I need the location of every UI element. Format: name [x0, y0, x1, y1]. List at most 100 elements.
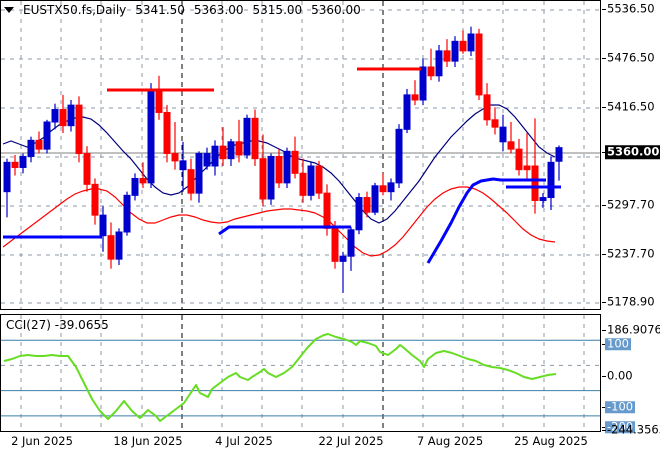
candlestick	[99, 206, 107, 252]
cci-axis-tick	[602, 430, 606, 431]
candlestick	[19, 153, 27, 174]
cci-axis-label: 186.9076	[607, 322, 660, 337]
candlestick	[91, 178, 99, 225]
candle-body	[195, 153, 203, 194]
candlestick	[107, 222, 115, 269]
candle-body	[91, 183, 99, 216]
candle-body	[443, 50, 451, 62]
candlestick	[339, 251, 347, 293]
candlestick	[195, 151, 203, 203]
candle-body	[459, 40, 467, 52]
candlestick	[171, 122, 179, 170]
candle-body	[283, 150, 291, 184]
candlestick	[147, 83, 155, 188]
triangle-down-icon[interactable]	[4, 7, 14, 13]
candle-body	[219, 145, 227, 160]
candle-body	[299, 172, 307, 196]
candlestick	[395, 124, 403, 188]
candle-body	[235, 141, 243, 156]
candle-body	[3, 161, 11, 193]
candlestick	[283, 147, 291, 188]
candlestick	[115, 228, 123, 265]
candlestick	[315, 160, 323, 199]
price-axis-label: 5536.50	[607, 1, 655, 16]
date-axis-label: 22 Jul 2025	[318, 434, 384, 448]
candlestick	[515, 138, 523, 176]
candlestick	[155, 75, 163, 120]
support-trendline-3[interactable]	[426, 177, 546, 264]
candle-body	[371, 185, 379, 213]
candlestick	[443, 39, 451, 67]
candle-body	[411, 94, 419, 101]
cci-indicator-panel[interactable]	[0, 314, 601, 432]
candlestick	[267, 153, 275, 205]
candlestick	[547, 156, 555, 210]
candle-body	[203, 153, 211, 167]
candlestick	[251, 109, 259, 166]
candle-body	[27, 139, 35, 157]
lower-moving-average	[2, 186, 556, 257]
candle-body	[483, 94, 491, 121]
cci-axis-label: -100	[605, 399, 636, 414]
cci-axis-tick	[602, 376, 606, 377]
candlestick	[291, 136, 299, 179]
cci-chart-canvas	[1, 315, 600, 431]
candlestick	[531, 118, 539, 214]
price-axis-tick	[602, 9, 606, 10]
candle-body	[35, 139, 43, 150]
candle-body	[51, 109, 59, 123]
candle-body	[387, 182, 395, 193]
date-axis-label: 4 Jul 2025	[215, 434, 273, 448]
candle-body	[187, 169, 195, 194]
candle-body	[11, 161, 19, 168]
candle-body	[227, 141, 235, 160]
candle-body	[171, 153, 179, 162]
quote-close: 5360.00	[311, 3, 361, 17]
candle-body	[419, 66, 427, 101]
cci-line	[3, 333, 557, 422]
candle-body	[139, 177, 147, 184]
candlestick	[483, 83, 491, 126]
candle-body	[291, 150, 299, 174]
candlestick	[387, 178, 395, 201]
candle-body	[555, 147, 563, 162]
candlestick	[227, 138, 235, 166]
candlestick	[163, 105, 171, 163]
candlestick	[499, 114, 507, 152]
candle-body	[67, 104, 75, 127]
candle-body	[507, 141, 515, 150]
cci-axis-tick	[602, 407, 606, 408]
candlestick	[83, 146, 91, 192]
candlestick	[235, 119, 243, 163]
date-axis: 2 Jun 2025 18 Jun 2025 4 Jul 2025 22 Jul 20…	[0, 433, 601, 450]
candlestick	[259, 134, 267, 207]
candle-body	[19, 155, 27, 168]
candlestick	[123, 191, 131, 236]
candle-body	[435, 50, 443, 77]
candle-body	[267, 155, 275, 200]
candle-body	[75, 104, 83, 155]
price-chart-panel[interactable]	[0, 0, 601, 310]
candlestick	[131, 173, 139, 201]
candlestick	[403, 89, 411, 133]
price-axis-tick	[602, 58, 606, 59]
price-axis[interactable]: 5536.50 5476.50 5416.50 5360.00 5297.70 5237.…	[602, 0, 660, 310]
price-axis-label: 5416.50	[607, 99, 655, 114]
price-axis-tick	[602, 152, 606, 153]
price-axis-label: 5476.50	[607, 50, 655, 65]
candlestick	[355, 193, 363, 235]
chart-header: EUSTX50.fs,Daily 5341.50 5363.00 5315.00…	[4, 2, 361, 18]
candle-body	[131, 177, 139, 196]
candlestick	[555, 145, 563, 181]
candle-body	[99, 214, 107, 237]
candle-body	[147, 88, 155, 184]
support-line-2[interactable]	[218, 225, 351, 236]
candle-body	[547, 161, 555, 199]
upper-moving-average	[2, 104, 556, 224]
date-axis-label: 2 Jun 2025	[11, 434, 73, 448]
candle-body	[331, 227, 339, 262]
cci-axis-label: 0.00	[607, 368, 633, 383]
cci-axis-label: -244.3563	[607, 422, 660, 437]
